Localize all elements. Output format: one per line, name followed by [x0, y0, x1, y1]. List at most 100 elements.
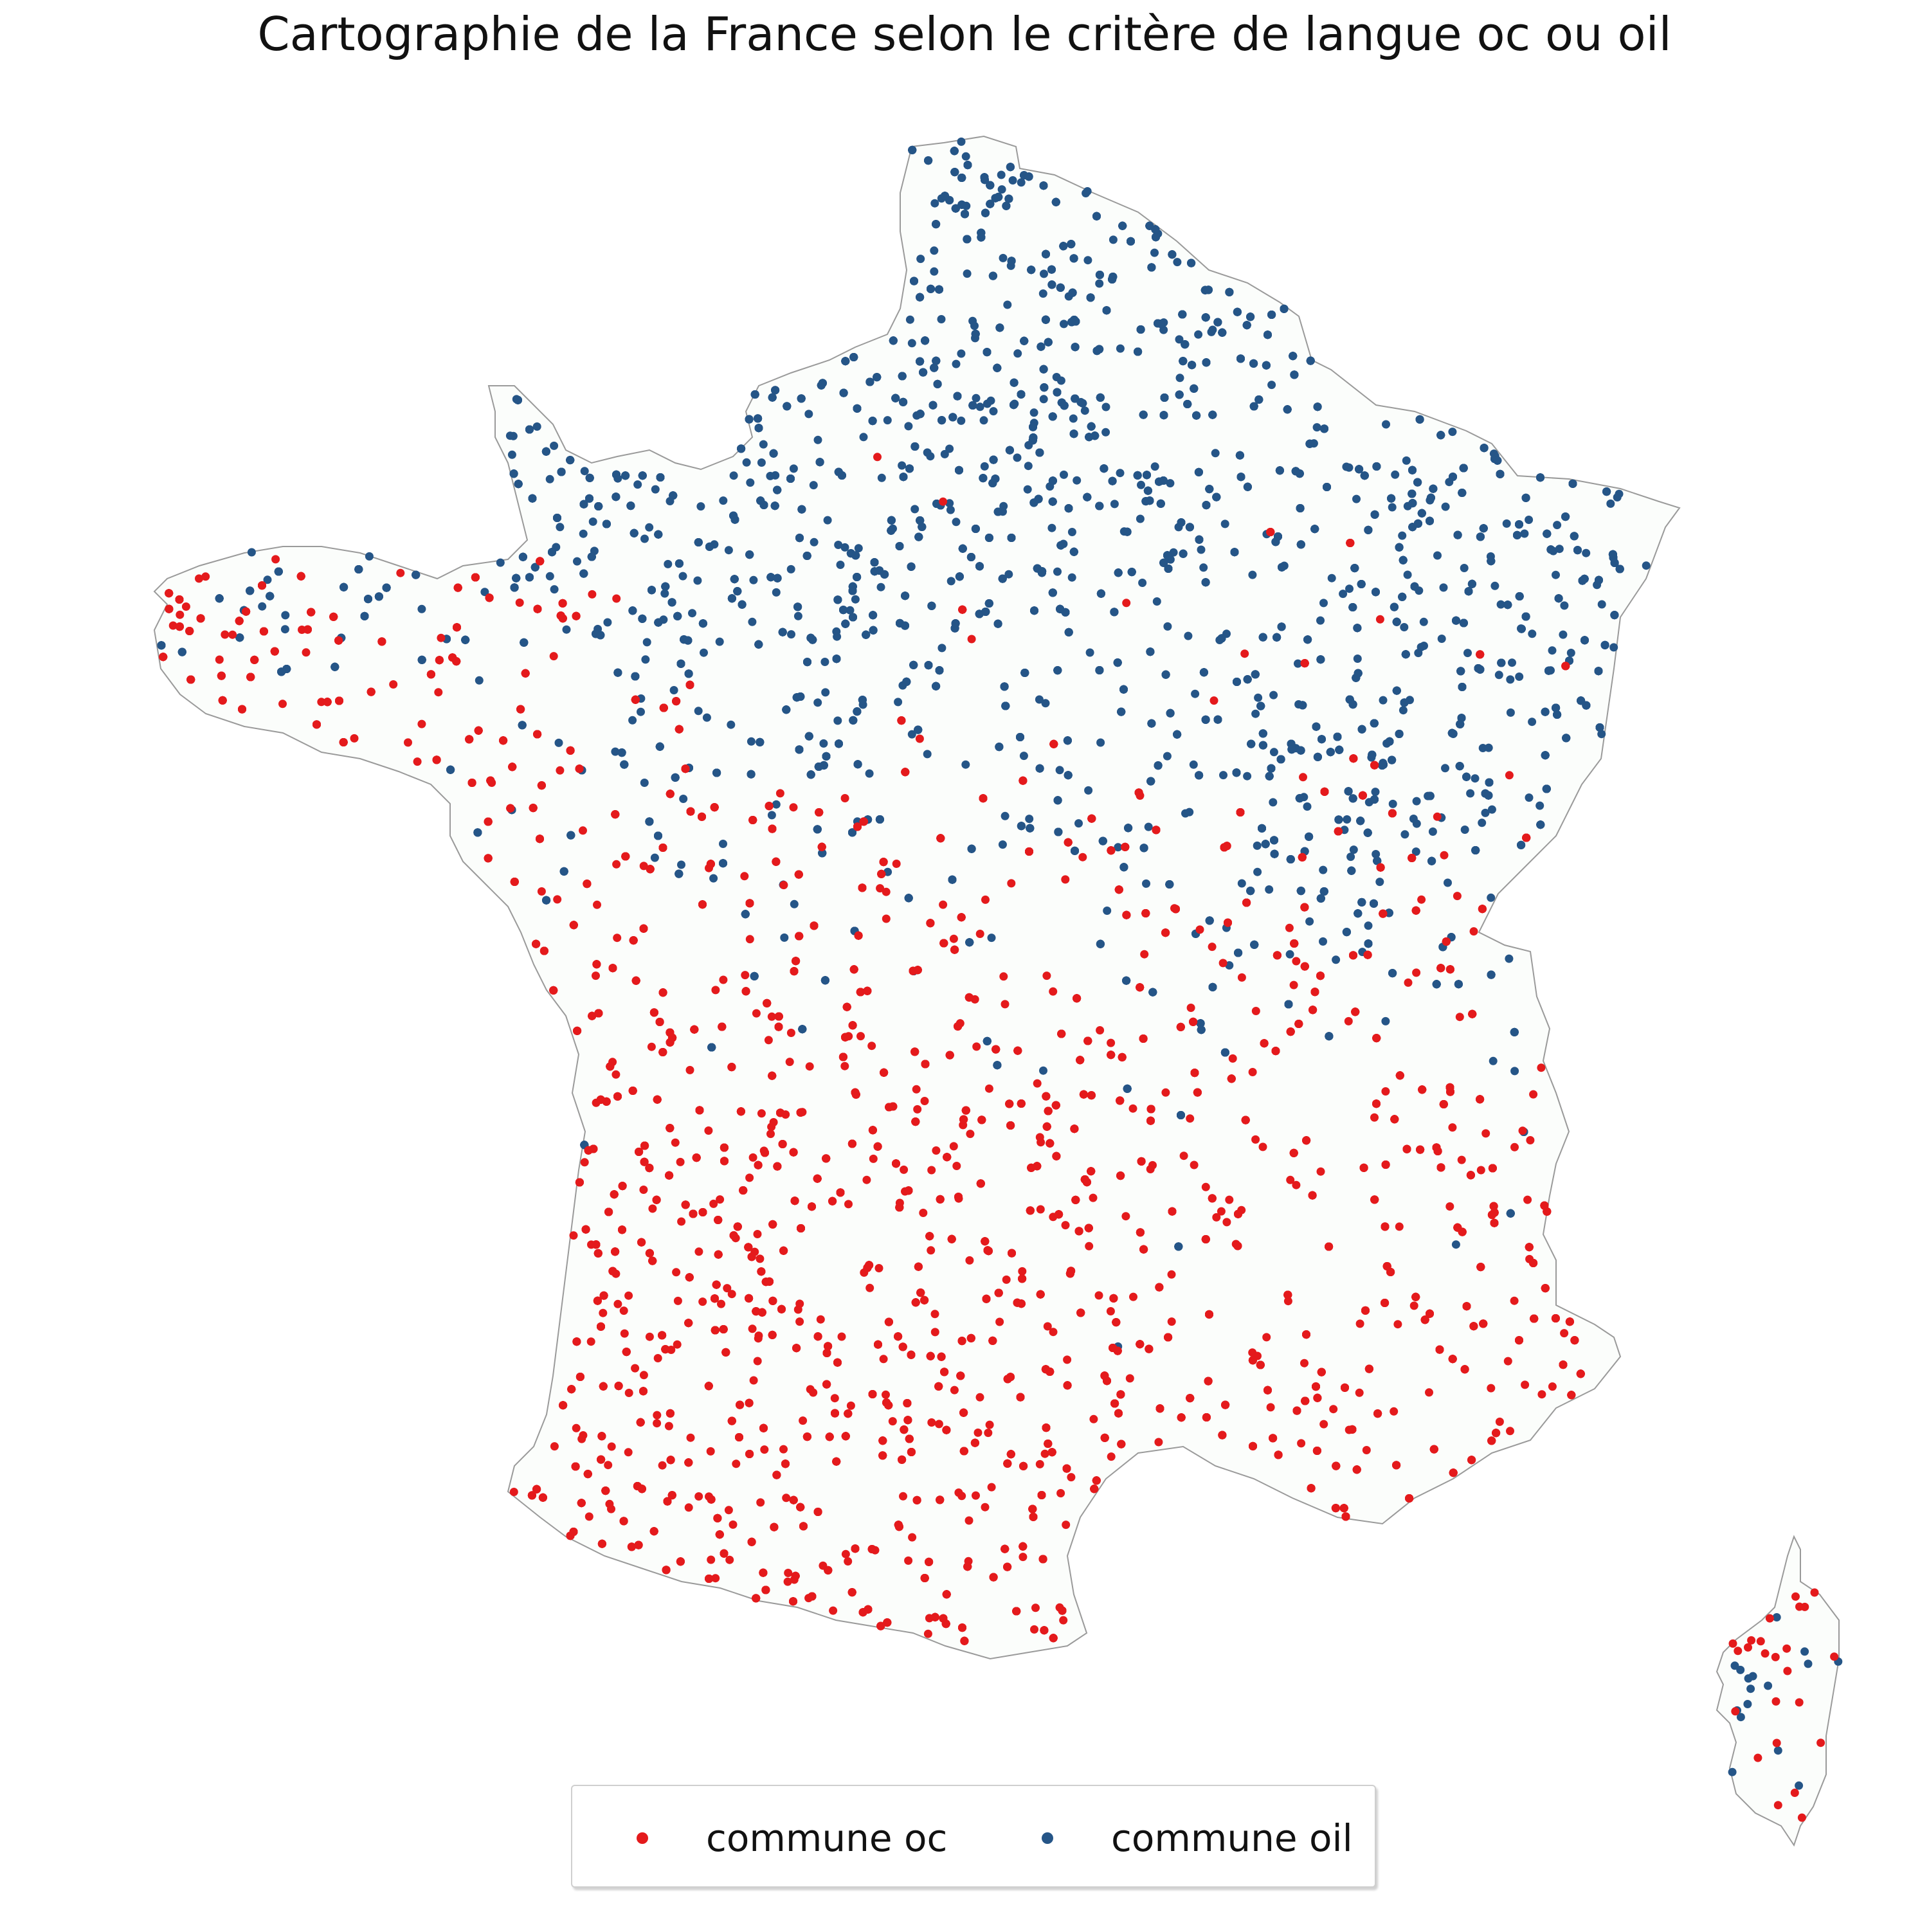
commune-oil-point	[1017, 178, 1026, 187]
commune-oil-point	[1463, 649, 1472, 658]
commune-oil-point	[1181, 809, 1190, 818]
commune-oil-point	[813, 435, 822, 444]
commune-oil-point	[1352, 494, 1361, 503]
commune-oil-point	[957, 137, 966, 146]
commune-oil-point	[678, 572, 687, 581]
commune-oil-point	[1441, 502, 1450, 511]
commune-oil-point	[780, 933, 789, 942]
commune-oil-point	[650, 853, 659, 862]
commune-oil-point	[1451, 1240, 1460, 1249]
commune-oil-point	[1152, 597, 1161, 606]
commune-oil-point	[1448, 428, 1457, 437]
commune-oil-point	[1305, 917, 1314, 926]
commune-oil-point	[1433, 551, 1442, 560]
commune-oil-point	[1023, 485, 1032, 494]
commune-oil-point	[664, 559, 673, 568]
commune-oil-point	[823, 516, 832, 525]
commune-oil-point	[1175, 374, 1184, 383]
commune-oil-point	[1243, 772, 1252, 781]
commune-oil-point	[987, 934, 996, 943]
commune-oil-point	[1114, 843, 1123, 852]
commune-oil-point	[1319, 599, 1328, 608]
commune-oil-point	[821, 688, 830, 697]
commune-oil-point	[1400, 623, 1409, 631]
corsica-outline	[1716, 1535, 1840, 1847]
commune-oil-point	[633, 480, 642, 489]
commune-oil-point	[715, 637, 724, 646]
commune-oil-point	[545, 474, 554, 483]
commune-oil-point	[772, 588, 781, 597]
commune-oil-point	[1175, 335, 1184, 344]
commune-oil-point	[810, 537, 819, 546]
commune-oil-point	[1025, 815, 1034, 824]
commune-oil-point	[1582, 548, 1591, 557]
commune-oil-point	[945, 444, 954, 453]
commune-oil-point	[952, 518, 961, 527]
commune-oil-point	[1101, 428, 1110, 437]
commune-oil-point	[1525, 516, 1534, 524]
commune-oil-point	[1163, 622, 1172, 631]
commune-oil-point	[1412, 797, 1421, 806]
commune-oil-point	[1437, 635, 1446, 643]
commune-oil-point	[1400, 830, 1409, 839]
commune-oil-point	[727, 720, 736, 729]
commune-oil-point	[836, 561, 845, 569]
commune-oil-point	[946, 577, 955, 586]
commune-oil-point	[923, 750, 932, 759]
commune-oil-point	[1095, 279, 1104, 288]
commune-oil-point	[970, 321, 979, 330]
commune-oil-point	[877, 473, 886, 482]
commune-oil-point	[641, 655, 650, 664]
commune-oil-point	[1211, 449, 1220, 458]
commune-oil-point	[876, 582, 885, 591]
commune-oil-point	[724, 546, 733, 555]
commune-oil-point	[603, 618, 612, 627]
commune-oil-point	[588, 517, 597, 526]
commune-oil-point	[1001, 811, 1010, 820]
commune-oil-point	[417, 604, 426, 613]
commune-oil-point	[930, 246, 939, 255]
commune-oil-point	[1253, 841, 1262, 850]
commune-oil-point	[1419, 617, 1428, 626]
commune-oil-point	[1029, 408, 1038, 417]
commune-oil-point	[980, 462, 989, 471]
france-mainland-outline	[153, 135, 1681, 1660]
commune-oil-point	[1269, 748, 1278, 757]
commune-oil-point	[556, 523, 565, 532]
commune-oil-point	[1484, 743, 1493, 752]
commune-oil-point	[1525, 793, 1534, 802]
commune-oil-point	[1038, 289, 1047, 298]
commune-oil-point	[1339, 590, 1348, 599]
commune-oil-point	[1163, 752, 1172, 761]
commune-oil-point	[702, 713, 711, 722]
commune-oil-point	[1166, 479, 1175, 488]
commune-oil-point	[281, 611, 290, 620]
commune-oil-point	[1008, 176, 1017, 185]
commune-oil-point	[550, 441, 559, 450]
commune-oil-point	[749, 575, 758, 584]
commune-oil-point	[1548, 646, 1557, 655]
commune-oil-point	[1003, 300, 1012, 309]
commune-oil-point	[1019, 752, 1028, 761]
commune-oil-point	[1138, 579, 1147, 587]
commune-oil-point	[1553, 521, 1562, 530]
commune-oil-point	[1053, 567, 1062, 576]
commune-oil-point	[907, 339, 916, 348]
commune-oil-point	[937, 315, 946, 323]
commune-oil-point	[1597, 600, 1606, 609]
commune-oil-point	[263, 575, 272, 584]
commune-oil-point	[793, 611, 802, 620]
commune-oil-point	[746, 478, 755, 487]
commune-oil-point	[1150, 462, 1159, 471]
commune-oil-point	[930, 199, 939, 208]
commune-oil-point	[1506, 675, 1515, 684]
commune-oil-point	[1528, 718, 1537, 727]
commune-oil-point	[1096, 738, 1105, 747]
commune-oil-point	[1487, 893, 1496, 902]
commune-oil-point	[1303, 802, 1312, 811]
commune-oil-point	[677, 860, 685, 869]
commune-oil-point	[1555, 545, 1564, 554]
commune-oil-point	[1220, 519, 1229, 528]
commune-oil-point	[1074, 819, 1083, 828]
commune-oil-point	[1083, 256, 1092, 265]
